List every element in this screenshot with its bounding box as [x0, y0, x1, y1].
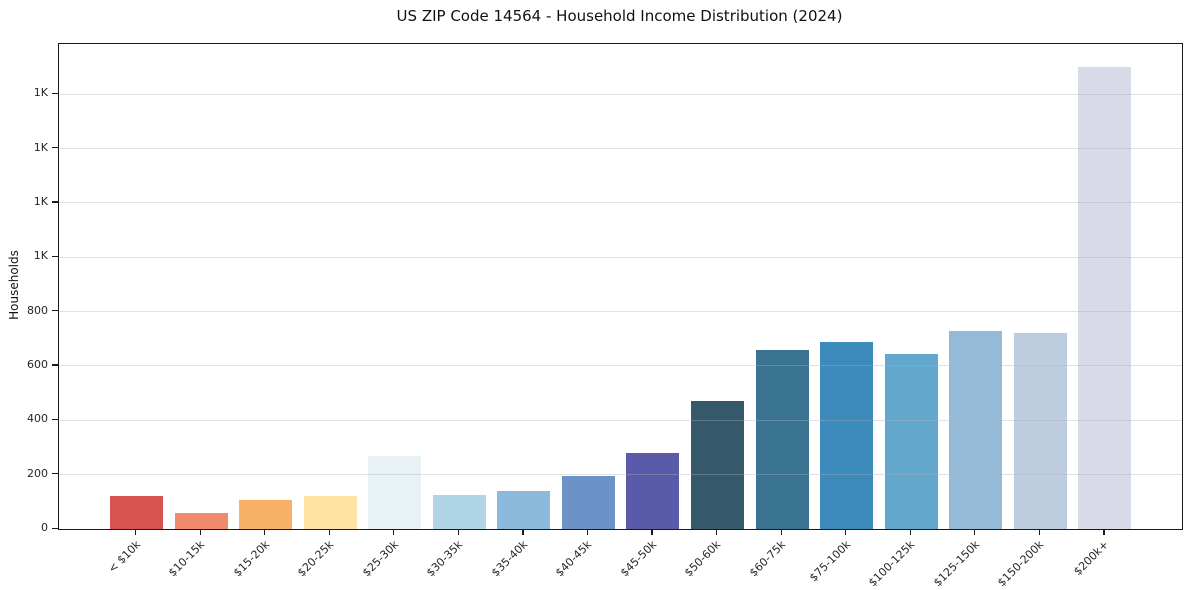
bar-$100-125k	[884, 353, 938, 529]
y-tick-mark	[52, 418, 58, 421]
y-tick-mark	[52, 255, 58, 258]
x-tick-mark	[715, 529, 718, 535]
x-tick-mark	[651, 529, 653, 535]
x-tick-mark	[393, 529, 395, 535]
x-tick-mark	[845, 529, 847, 535]
y-tick-mark	[52, 310, 58, 312]
bar-$75-100k	[820, 341, 874, 529]
x-tick-mark	[586, 529, 589, 535]
y-tick-mark	[52, 364, 58, 366]
gridline	[59, 202, 1182, 204]
x-tick-mark	[328, 529, 330, 535]
y-tick-label: 200	[27, 466, 48, 480]
bar-$25-30k	[368, 455, 422, 529]
bar-$200k+	[1078, 67, 1132, 529]
bar-$150-200k	[1013, 333, 1067, 529]
plot-area	[58, 43, 1183, 530]
y-tick-label: 1K	[33, 194, 48, 208]
y-tick-mark	[52, 527, 58, 529]
x-tick-mark	[1038, 529, 1040, 535]
x-tick-mark	[780, 529, 782, 535]
x-tick-mark	[1103, 529, 1105, 535]
y-tick-label: 800	[27, 303, 48, 317]
x-tick-mark	[974, 529, 976, 535]
x-tick-label: < $10k	[105, 538, 143, 576]
x-tick-mark	[909, 529, 911, 535]
bar-$125-150k	[949, 330, 1003, 529]
bar-$40-45k	[561, 476, 615, 529]
x-tick-mark	[264, 529, 266, 535]
y-tick-label: 600	[27, 357, 48, 371]
y-tick-mark	[52, 92, 58, 95]
bar-$10-15k	[174, 512, 228, 529]
bar-$30-35k	[432, 495, 486, 529]
chart-title: US ZIP Code 14564 - Household Income Dis…	[396, 7, 843, 25]
bar-$20-25k	[303, 496, 357, 529]
bar-$35-40k	[497, 490, 551, 529]
bar-<$10k	[110, 496, 163, 529]
y-tick-label: 1K	[33, 249, 48, 263]
y-tick-label: 1K	[33, 86, 48, 100]
gridline	[59, 256, 1182, 258]
y-tick-mark	[52, 147, 58, 149]
y-tick-label: 1K	[33, 140, 48, 154]
bar-$60-75k	[755, 349, 809, 529]
x-tick-mark	[457, 529, 460, 535]
y-tick-mark	[52, 473, 58, 475]
gridline	[59, 311, 1182, 313]
bar-$50-60k	[690, 401, 744, 529]
x-tick-mark	[522, 529, 524, 535]
y-tick-label: 0	[41, 521, 48, 534]
x-tick-mark	[135, 529, 137, 535]
y-tick-mark	[52, 201, 58, 203]
y-tick-label: 400	[27, 412, 48, 426]
bar-$45-50k	[626, 452, 680, 529]
gridline	[59, 148, 1182, 150]
gridline	[59, 93, 1182, 95]
x-tick-mark	[199, 529, 201, 535]
bar-$15-20k	[239, 500, 293, 529]
